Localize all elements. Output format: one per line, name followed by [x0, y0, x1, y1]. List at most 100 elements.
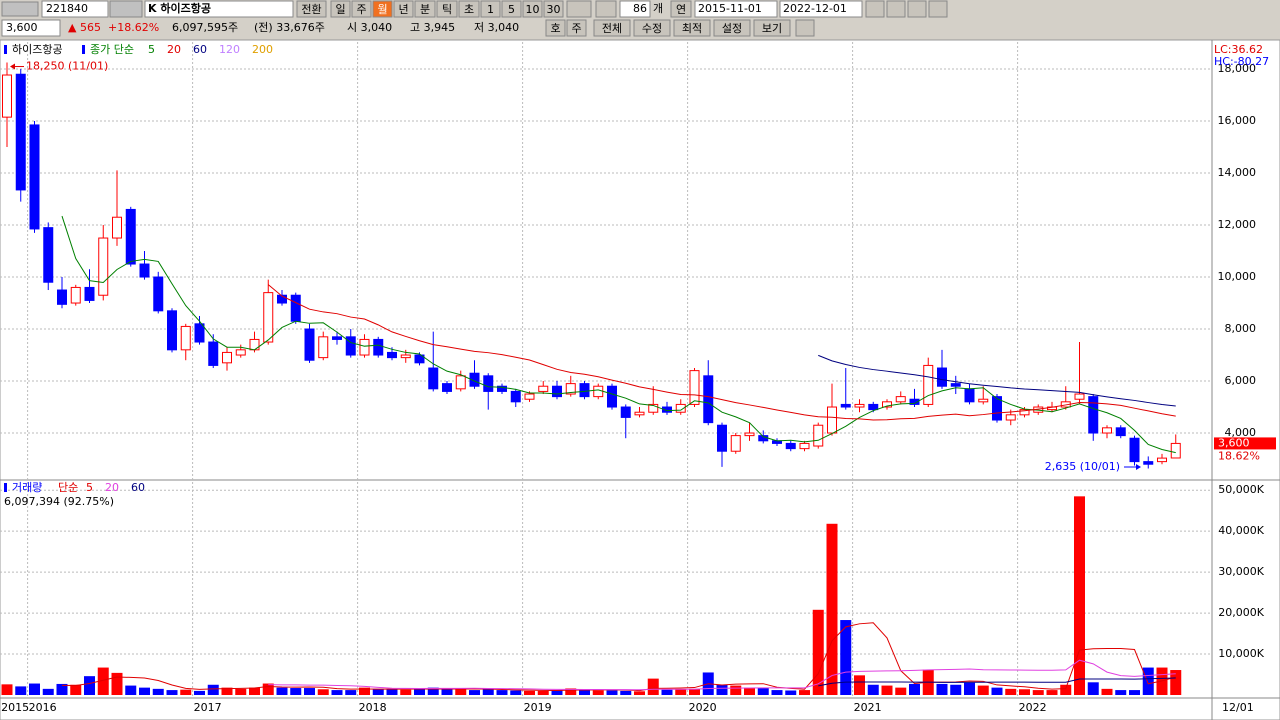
- y-tick-label: 8,000: [1225, 322, 1257, 335]
- y-tick-label: 14,000: [1218, 166, 1257, 179]
- button[interactable]: [330, 0, 351, 18]
- icon-button[interactable]: [928, 0, 948, 18]
- volume-bar: [166, 690, 178, 695]
- button-label[interactable]: 주: [356, 3, 366, 16]
- icon-button[interactable]: [795, 19, 815, 37]
- legend-volume: 거래량: [12, 481, 42, 494]
- volume-bar: [854, 675, 865, 695]
- volume-bar: [785, 690, 797, 695]
- chart-frame: [0, 39, 1280, 720]
- quote-rate: +18.62%: [108, 21, 159, 34]
- button[interactable]: [713, 19, 751, 37]
- volume-bar: [771, 690, 783, 695]
- count-box[interactable]: [619, 0, 651, 18]
- candle-body: [29, 124, 40, 230]
- down-button[interactable]: [595, 0, 617, 18]
- volume-bar: [1019, 689, 1030, 695]
- button-label[interactable]: 연: [676, 3, 686, 16]
- button-label[interactable]: 5: [508, 3, 515, 16]
- lc-label: LC:36.62: [1214, 43, 1263, 56]
- candle-body: [70, 286, 81, 304]
- candle-body: [194, 323, 205, 343]
- candle-body: [139, 263, 150, 278]
- volume-bar: [15, 686, 27, 695]
- button-label[interactable]: 틱: [442, 3, 452, 16]
- candle-body: [552, 385, 562, 398]
- button-label[interactable]: 호: [550, 22, 560, 35]
- volume-bar: [524, 690, 535, 695]
- button-label[interactable]: 보기: [762, 22, 782, 35]
- button-label[interactable]: 분: [420, 3, 430, 16]
- volume-bar: [1060, 684, 1072, 695]
- volume-bar: [909, 683, 920, 695]
- button[interactable]: [372, 0, 393, 18]
- button[interactable]: [458, 0, 480, 18]
- volume-bar: [111, 672, 123, 695]
- volume-bar: [317, 689, 329, 695]
- button-label[interactable]: 30: [547, 3, 561, 16]
- volume-bar: [675, 689, 687, 695]
- button[interactable]: [393, 0, 414, 18]
- candle-body: [620, 406, 631, 418]
- code-box[interactable]: [41, 0, 109, 18]
- button[interactable]: [543, 0, 564, 18]
- button[interactable]: [501, 0, 522, 18]
- button-label[interactable]: 월: [377, 3, 387, 16]
- button[interactable]: [522, 0, 543, 18]
- button[interactable]: [414, 0, 436, 18]
- candle-body: [84, 286, 95, 301]
- volume-bar: [70, 684, 82, 695]
- date-box[interactable]: [694, 0, 778, 18]
- button-label[interactable]: 주: [571, 22, 581, 35]
- button-label[interactable]: 설정: [722, 22, 742, 35]
- x-tick-label: 2015: [1, 701, 29, 714]
- candle-body: [717, 424, 727, 452]
- volume-bar: [276, 687, 288, 695]
- icon-button[interactable]: [886, 0, 906, 18]
- button[interactable]: [673, 19, 711, 37]
- volume-bar: [427, 687, 439, 695]
- candle-body: [964, 388, 975, 403]
- date-box[interactable]: [779, 0, 863, 18]
- button-label[interactable]: 전환: [301, 3, 321, 16]
- icon-button[interactable]: [865, 0, 885, 18]
- candle-body: [167, 310, 177, 351]
- button-label[interactable]: 전체: [602, 22, 622, 35]
- button-label[interactable]: 수정: [642, 22, 662, 35]
- candle-body: [483, 375, 494, 392]
- button-label[interactable]: 년: [398, 3, 408, 16]
- button[interactable]: [566, 19, 587, 37]
- y-tick-label: 6,000: [1225, 374, 1257, 387]
- search-icon[interactable]: [109, 0, 143, 18]
- button[interactable]: [753, 19, 791, 37]
- icon-button[interactable]: [907, 0, 927, 18]
- button[interactable]: [545, 19, 566, 37]
- arrow-head: [10, 63, 15, 70]
- nav-icon[interactable]: [1, 1, 39, 17]
- candle-body: [43, 227, 54, 283]
- volume-bar: [606, 690, 618, 695]
- start-date: 2015-11-01: [698, 2, 762, 15]
- volume-bar: [950, 684, 962, 695]
- button-label[interactable]: 1: [487, 3, 494, 16]
- candle-body: [332, 336, 342, 340]
- button-label[interactable]: 10: [526, 3, 540, 16]
- candle-body: [579, 383, 590, 398]
- button[interactable]: [436, 0, 458, 18]
- button[interactable]: [296, 0, 327, 18]
- end-date: 2022-12-01: [783, 2, 847, 15]
- button-label[interactable]: 일: [335, 2, 345, 16]
- button[interactable]: [593, 19, 631, 37]
- candle-body: [785, 442, 796, 450]
- volume-bar: [634, 691, 645, 695]
- button[interactable]: [670, 0, 692, 18]
- button-label[interactable]: 초: [464, 3, 474, 16]
- volume-bar: [139, 687, 150, 695]
- button-label[interactable]: 최적: [682, 22, 702, 35]
- moving-average: [818, 354, 1176, 407]
- button[interactable]: [633, 19, 671, 37]
- button[interactable]: [351, 0, 372, 18]
- button[interactable]: [480, 0, 501, 18]
- x-tick-label: 2017: [194, 701, 222, 714]
